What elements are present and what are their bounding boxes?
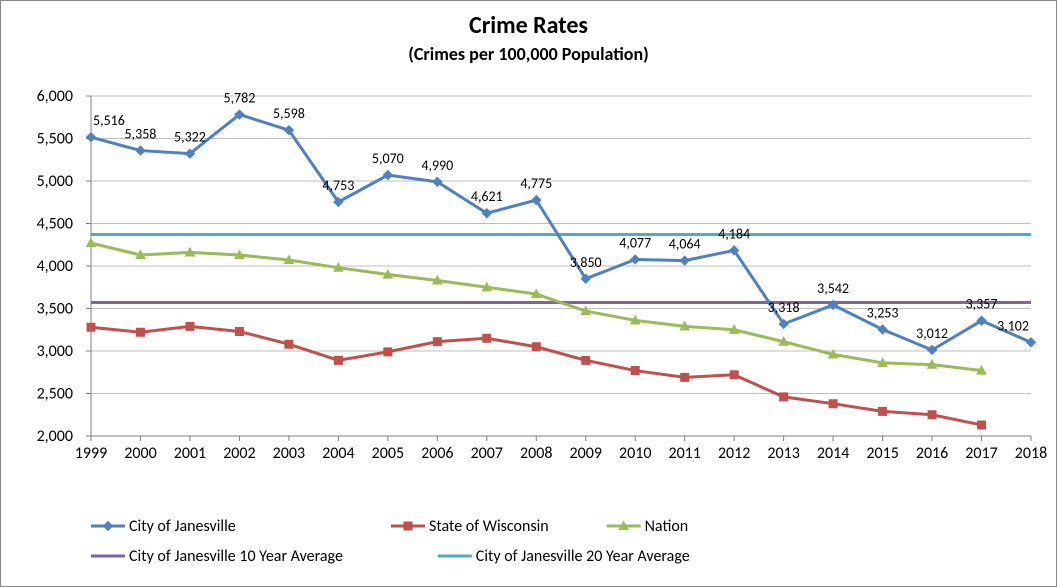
- x-tick-label: 2015: [866, 444, 898, 463]
- data-label: 5,322: [174, 129, 206, 146]
- legend-svg: City of Janesville State of Wisconsin Nati…: [91, 511, 1031, 581]
- series-marker: [780, 393, 788, 401]
- y-tick-label: 5,500: [37, 130, 73, 149]
- x-tick-label: 2005: [372, 444, 404, 463]
- series-marker: [631, 255, 640, 264]
- y-tick-label: 2,000: [37, 427, 73, 446]
- y-tick-label: 2,500: [37, 385, 73, 404]
- data-label: 3,253: [867, 304, 899, 321]
- chart-svg: 2,0002,5003,0003,5004,0004,5005,0005,500…: [81, 96, 1041, 466]
- x-tick-label: 2011: [668, 444, 700, 463]
- data-label: 3,102: [997, 317, 1029, 334]
- legend-marker: [404, 522, 412, 530]
- legend-label: City of Janesville 20 Year Average: [476, 547, 690, 566]
- data-label: 4,077: [619, 234, 651, 251]
- y-tick-label: 3,000: [37, 342, 73, 361]
- x-tick-label: 2008: [520, 444, 552, 463]
- data-label: 5,358: [125, 126, 157, 143]
- legend-marker: [104, 522, 113, 531]
- data-label: 5,598: [273, 105, 305, 122]
- data-label: 5,516: [93, 112, 125, 129]
- x-tick-label: 1999: [75, 444, 107, 463]
- legend-label: City of Janesville 10 Year Average: [129, 547, 343, 566]
- x-tick-label: 2000: [124, 444, 156, 463]
- chart-subtitle: (Crimes per 100,000 Population): [1, 43, 1056, 65]
- series-marker: [680, 256, 689, 265]
- data-label: 3,357: [966, 296, 998, 313]
- series-marker: [532, 343, 540, 351]
- x-tick-label: 2001: [174, 444, 206, 463]
- series-marker: [928, 411, 936, 419]
- y-tick-label: 4,500: [37, 215, 73, 234]
- y-tick-label: 3,500: [37, 300, 73, 319]
- series-marker: [483, 334, 491, 342]
- legend: City of Janesville State of Wisconsin Nati…: [91, 511, 1031, 581]
- series-marker: [136, 328, 144, 336]
- series-marker: [334, 356, 342, 364]
- series-marker: [235, 327, 243, 335]
- x-tick-label: 2014: [817, 444, 849, 463]
- series-marker: [384, 348, 392, 356]
- legend-label: City of Janesville: [129, 517, 236, 536]
- x-tick-label: 2003: [273, 444, 305, 463]
- data-label: 3,850: [570, 254, 602, 271]
- x-tick-label: 2006: [421, 444, 453, 463]
- data-label: 5,070: [372, 150, 404, 167]
- series-line: [91, 326, 982, 425]
- x-tick-label: 2009: [570, 444, 602, 463]
- data-label: 4,184: [718, 225, 750, 242]
- x-tick-label: 2007: [471, 444, 503, 463]
- x-tick-label: 2012: [718, 444, 750, 463]
- x-tick-label: 2010: [619, 444, 651, 463]
- series-marker: [631, 367, 639, 375]
- series-marker: [87, 323, 95, 331]
- y-tick-label: 5,000: [37, 172, 73, 191]
- data-label: 4,753: [322, 177, 354, 194]
- y-tick-label: 6,000: [37, 87, 73, 106]
- legend-label: Nation: [645, 517, 689, 536]
- x-tick-label: 2016: [916, 444, 948, 463]
- series-marker: [978, 421, 986, 429]
- series-marker: [433, 338, 441, 346]
- series-marker: [829, 400, 837, 408]
- chart-title: Crime Rates: [1, 11, 1056, 40]
- data-label: 3,542: [817, 280, 849, 297]
- data-label: 5,782: [223, 90, 255, 107]
- chart-container: Crime Rates (Crimes per 100,000 Populati…: [0, 0, 1057, 587]
- x-tick-label: 2018: [1015, 444, 1047, 463]
- legend-label: State of Wisconsin: [429, 517, 549, 536]
- series-marker: [136, 146, 145, 155]
- series-marker: [285, 340, 293, 348]
- x-tick-label: 2002: [223, 444, 255, 463]
- data-label: 4,990: [421, 157, 453, 174]
- data-label: 3,318: [768, 299, 800, 316]
- series-marker: [879, 407, 887, 415]
- y-tick-label: 4,000: [37, 257, 73, 276]
- x-tick-label: 2013: [767, 444, 799, 463]
- series-marker: [681, 373, 689, 381]
- x-tick-label: 2017: [965, 444, 997, 463]
- series-marker: [186, 322, 194, 330]
- data-label: 4,064: [669, 236, 701, 253]
- series-marker: [730, 371, 738, 379]
- plot-area: 2,0002,5003,0003,5004,0004,5005,0005,500…: [81, 96, 1041, 466]
- x-tick-label: 2004: [322, 444, 354, 463]
- data-label: 4,621: [471, 188, 503, 205]
- data-label: 3,012: [916, 325, 948, 342]
- data-label: 4,775: [520, 175, 552, 192]
- series-marker: [1027, 338, 1036, 347]
- series-marker: [87, 133, 96, 142]
- series-marker: [582, 356, 590, 364]
